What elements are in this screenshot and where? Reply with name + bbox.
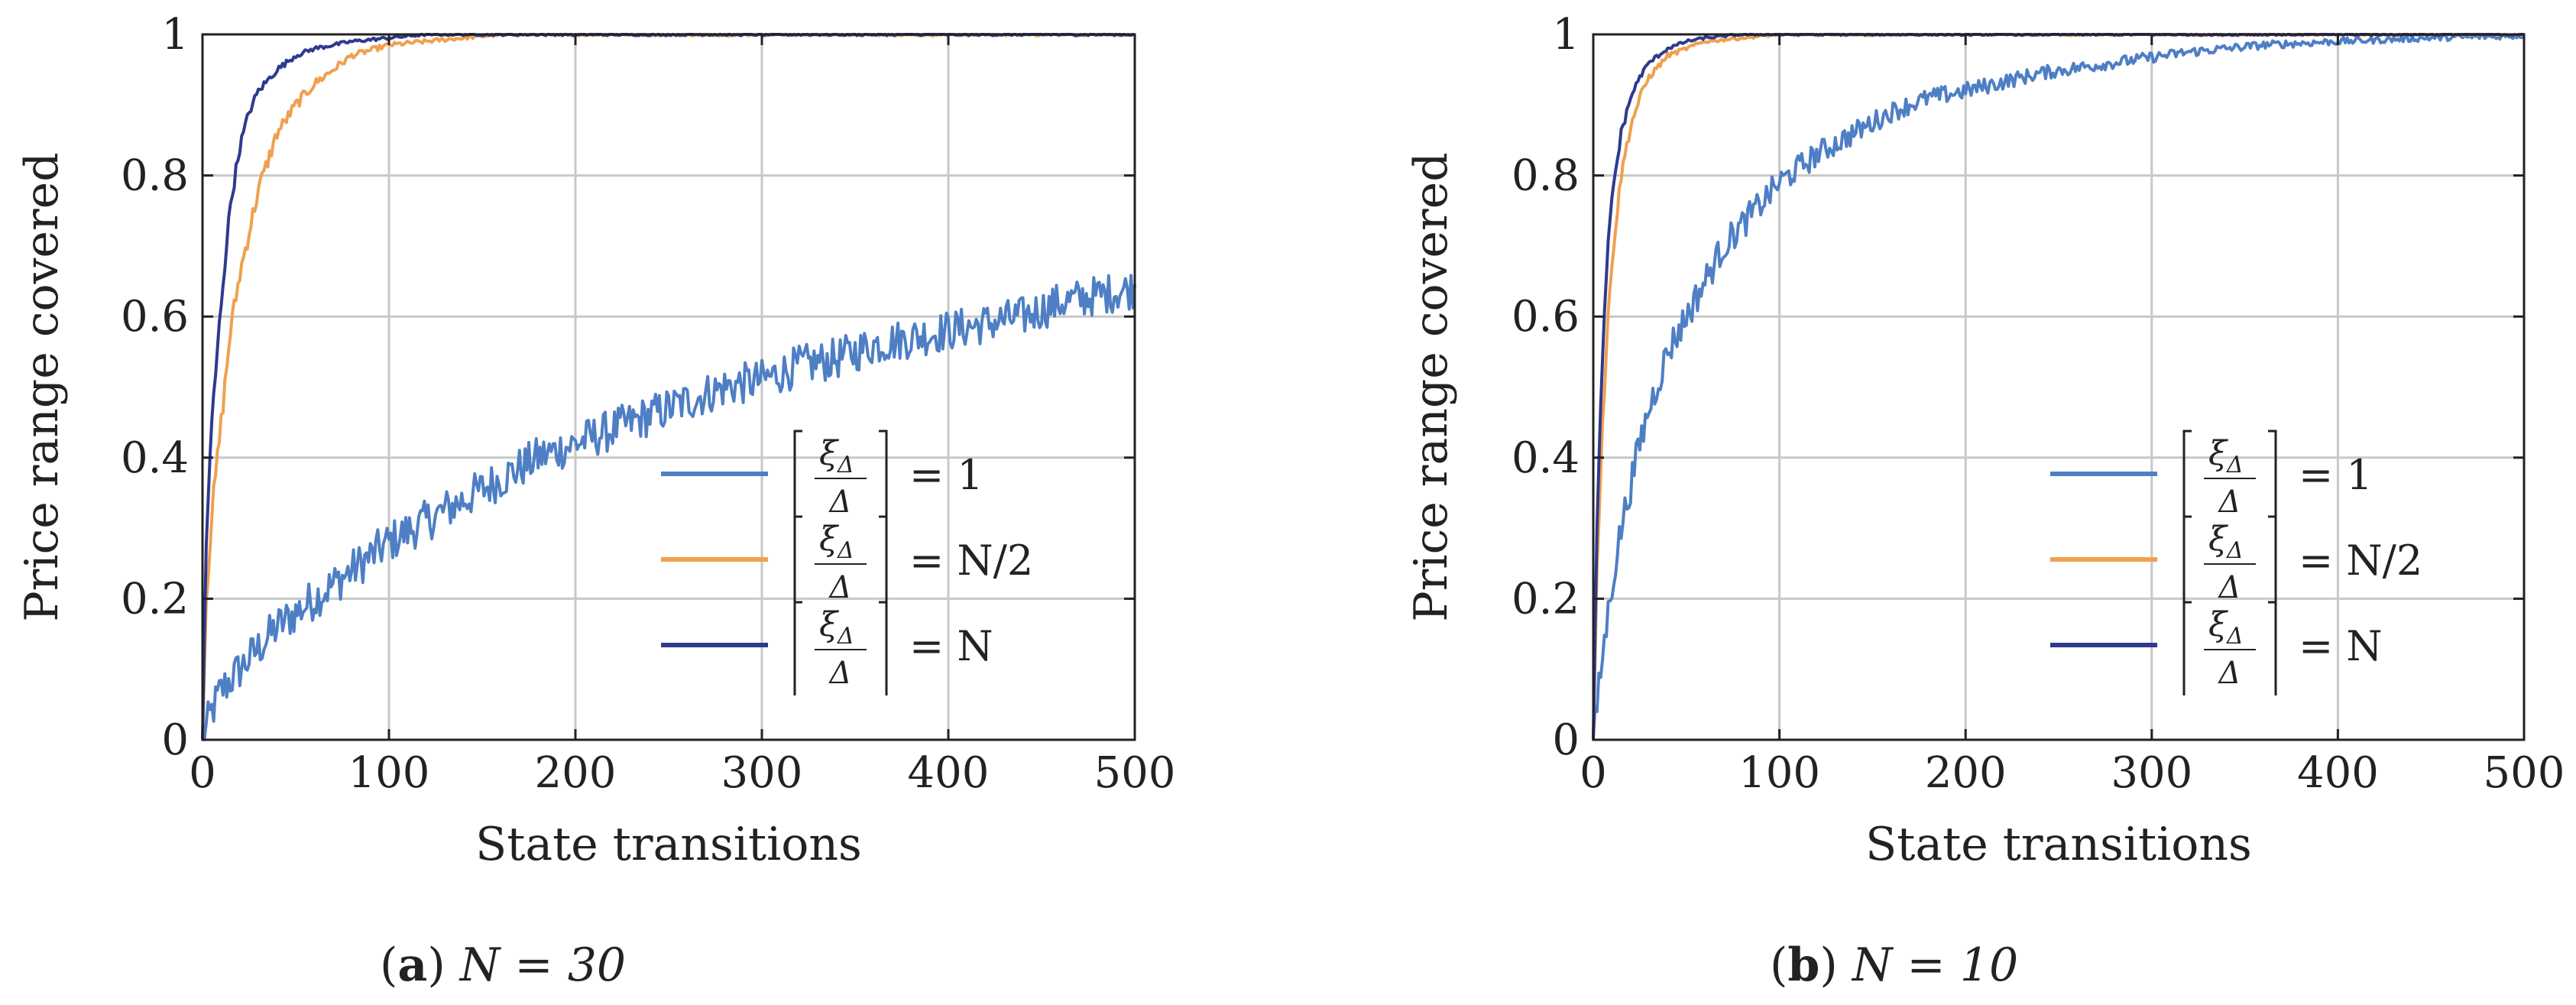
x-tick-label: 200 <box>535 748 617 798</box>
legend-bracket-left <box>2182 601 2192 695</box>
y-axis-label: Price range covered <box>1405 152 1458 621</box>
caption-b: (b) N = 10 <box>1770 939 2019 992</box>
y-tick-label: 0.6 <box>1512 292 1580 342</box>
legend-delta: Δ <box>2218 485 2241 520</box>
legend-label: = N/2 <box>2299 537 2422 585</box>
legend-bracket-right <box>2268 515 2277 610</box>
legend-xi-sub: Δ <box>2226 452 2244 478</box>
legend-bracket-left <box>2182 430 2192 524</box>
legend-label: = 1 <box>909 451 983 499</box>
y-tick-label: 0 <box>1552 715 1580 765</box>
x-tick-label: 0 <box>189 748 216 798</box>
y-axis-label: Price range covered <box>15 152 69 621</box>
legend-label: = N/2 <box>909 537 1033 585</box>
axes-frame <box>201 33 1136 741</box>
legend: ξ ΔΔ= 1ξ ΔΔ= N/2ξ ΔΔ= N <box>661 430 1033 695</box>
legend-xi-sub: Δ <box>837 452 854 478</box>
y-tick-label: 0.2 <box>1512 574 1580 624</box>
y-tick-label: 0.8 <box>121 151 189 201</box>
series-line-3 <box>1592 33 2524 741</box>
series-line-2 <box>201 33 1136 741</box>
x-tick-label: 100 <box>1738 748 1820 798</box>
y-tick-label: 0 <box>161 715 189 765</box>
legend-xi: ξ <box>2208 434 2229 473</box>
legend-label: = 1 <box>2299 451 2373 499</box>
legend-bracket-left <box>793 601 802 695</box>
legend-xi: ξ <box>2208 605 2229 644</box>
legend-delta: Δ <box>2218 570 2241 605</box>
y-tick-label: 1 <box>1552 10 1580 60</box>
legend-delta: Δ <box>828 656 852 691</box>
y-tick-label: 1 <box>161 10 189 60</box>
legend-xi: ξ <box>819 434 840 473</box>
y-tick-label: 0.8 <box>1512 151 1580 201</box>
legend-bracket-right <box>879 601 888 695</box>
x-tick-label: 0 <box>1580 748 1607 798</box>
legend-xi-sub: Δ <box>2226 537 2244 564</box>
legend-bracket-right <box>2268 430 2277 524</box>
legend-bracket-left <box>793 515 802 610</box>
legend: ξ ΔΔ= 1ξ ΔΔ= N/2ξ ΔΔ= N <box>2050 430 2422 695</box>
legend-label: = N <box>909 622 993 670</box>
legend-xi: ξ <box>819 520 840 559</box>
x-tick-label: 500 <box>1094 748 1176 798</box>
legend-bracket-left <box>2182 515 2192 610</box>
legend-delta: Δ <box>828 570 852 605</box>
x-tick-label: 300 <box>2111 748 2192 798</box>
x-tick-label: 200 <box>1925 748 2007 798</box>
legend-delta: Δ <box>2218 656 2241 691</box>
legend-bracket-right <box>879 515 888 610</box>
x-tick-label: 400 <box>908 748 990 798</box>
series-line-3 <box>201 33 1136 739</box>
x-axis-label: State transitions <box>1865 818 2252 871</box>
chart-panel-a: 0 100 200 300 400 500 0 0.2 0.4 0.6 0.8 1 State tran… <box>15 10 1175 871</box>
axes-frame <box>1592 33 2526 741</box>
series-line-2 <box>1592 33 2525 734</box>
legend-bracket-right <box>879 430 888 524</box>
chart-panel-b: 0 100 200 300 400 500 0 0.2 0.4 0.6 0.8 1 State tran… <box>1405 10 2565 871</box>
caption-a: (a) N = 30 <box>380 939 627 992</box>
legend-xi-sub: Δ <box>2226 623 2244 650</box>
x-tick-label: 100 <box>348 748 430 798</box>
legend-bracket-right <box>2268 601 2277 695</box>
legend-delta: Δ <box>828 485 852 520</box>
legend-xi-sub: Δ <box>837 537 854 564</box>
x-tick-label: 400 <box>2297 748 2379 798</box>
x-tick-label: 300 <box>721 748 803 798</box>
series-line-1 <box>1592 33 2525 738</box>
x-tick-label: 500 <box>2484 748 2565 798</box>
legend-label: = N <box>2299 622 2383 670</box>
legend-xi: ξ <box>819 605 840 644</box>
series-line-1 <box>201 274 1136 741</box>
y-tick-label: 0.4 <box>1512 433 1580 483</box>
y-tick-label: 0.6 <box>121 292 189 342</box>
legend-bracket-left <box>793 430 802 524</box>
y-tick-label: 0.2 <box>121 574 189 624</box>
legend-xi: ξ <box>2208 520 2229 559</box>
y-tick-label: 0.4 <box>121 433 189 483</box>
legend-xi-sub: Δ <box>837 623 854 650</box>
x-axis-label: State transitions <box>475 818 862 871</box>
